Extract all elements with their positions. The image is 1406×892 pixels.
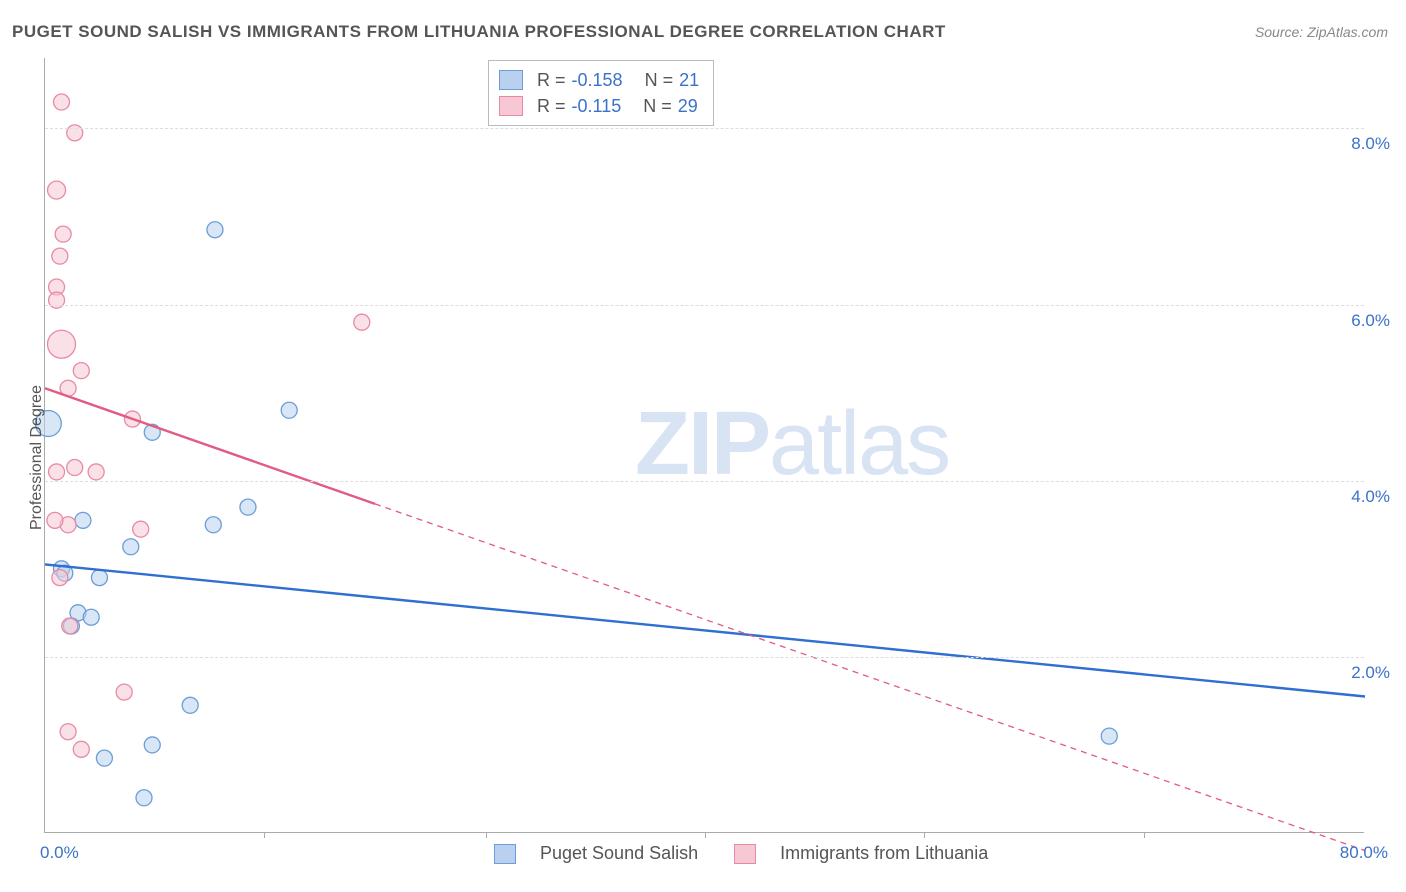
data-point-pink (73, 363, 89, 379)
y-axis-label: Professional Degree (28, 385, 46, 530)
data-point-pink (88, 464, 104, 480)
legend-series: Puget Sound Salish Immigrants from Lithua… (494, 843, 1014, 864)
data-point-pink (354, 314, 370, 330)
source-attribution: Source: ZipAtlas.com (1255, 24, 1388, 40)
legend-series-name: Immigrants from Lithuania (780, 843, 988, 864)
legend-correlation: R =-0.158N =21R =-0.115N =29 (488, 60, 714, 126)
data-point-blue (205, 517, 221, 533)
data-point-blue (1101, 728, 1117, 744)
data-point-pink (62, 618, 78, 634)
legend-swatch-blue (494, 844, 516, 864)
gridline (45, 657, 1364, 658)
data-point-pink (49, 464, 65, 480)
data-point-pink (48, 181, 66, 199)
x-tick-mark (486, 832, 487, 838)
x-tick-label: 80.0% (1340, 843, 1388, 863)
data-point-blue (123, 539, 139, 555)
data-point-pink (133, 521, 149, 537)
legend-r-label: R = (537, 70, 566, 91)
gridline (45, 305, 1364, 306)
x-tick-mark (705, 832, 706, 838)
legend-n-value: 21 (679, 70, 699, 91)
y-tick-label: 8.0% (1351, 134, 1390, 154)
legend-swatch-pink (734, 844, 756, 864)
legend-r-label: R = (537, 96, 566, 117)
legend-row-blue: R = -0.158 N =21 (499, 67, 699, 93)
data-point-pink (54, 94, 70, 110)
data-point-pink (67, 125, 83, 141)
legend-row-pink: R = -0.115 N = 29 (499, 93, 699, 119)
data-point-pink (47, 512, 63, 528)
plot-svg (45, 58, 1364, 832)
data-point-blue (83, 609, 99, 625)
data-point-pink (52, 570, 68, 586)
data-point-blue (96, 750, 112, 766)
legend-r-value: -0.115 (572, 96, 622, 117)
legend-n-label: N = (645, 70, 674, 91)
regression-line-pink (45, 388, 375, 504)
data-point-blue (75, 512, 91, 528)
regression-line-blue (45, 564, 1365, 696)
legend-swatch-blue (499, 70, 523, 90)
y-tick-label: 6.0% (1351, 311, 1390, 331)
legend-r-value: -0.158 (572, 70, 623, 91)
data-point-pink (67, 460, 83, 476)
data-point-blue (144, 737, 160, 753)
plot-area: ZIPatlas (44, 58, 1364, 833)
x-tick-mark (264, 832, 265, 838)
data-point-pink (49, 292, 65, 308)
data-point-blue (91, 570, 107, 586)
chart-container: PUGET SOUND SALISH VS IMMIGRANTS FROM LI… (0, 0, 1406, 892)
y-tick-label: 2.0% (1351, 663, 1390, 683)
x-tick-mark (924, 832, 925, 838)
gridline (45, 481, 1364, 482)
data-point-pink (60, 724, 76, 740)
x-tick-label: 0.0% (40, 843, 79, 863)
legend-swatch-pink (499, 96, 523, 116)
gridline (45, 128, 1364, 129)
regression-line-dashed-pink (375, 504, 1365, 851)
chart-title: PUGET SOUND SALISH VS IMMIGRANTS FROM LI… (12, 22, 946, 42)
data-point-blue (281, 402, 297, 418)
legend-series-name: Puget Sound Salish (540, 843, 698, 864)
legend-n-value: 29 (678, 96, 698, 117)
data-point-blue (207, 222, 223, 238)
data-point-blue (136, 790, 152, 806)
x-tick-mark (1144, 832, 1145, 838)
legend-n-label: N = (643, 96, 672, 117)
data-point-pink (48, 330, 76, 358)
y-tick-label: 4.0% (1351, 487, 1390, 507)
data-point-pink (52, 248, 68, 264)
data-point-pink (116, 684, 132, 700)
data-point-pink (55, 226, 71, 242)
data-point-pink (73, 741, 89, 757)
data-point-blue (182, 697, 198, 713)
data-point-blue (240, 499, 256, 515)
